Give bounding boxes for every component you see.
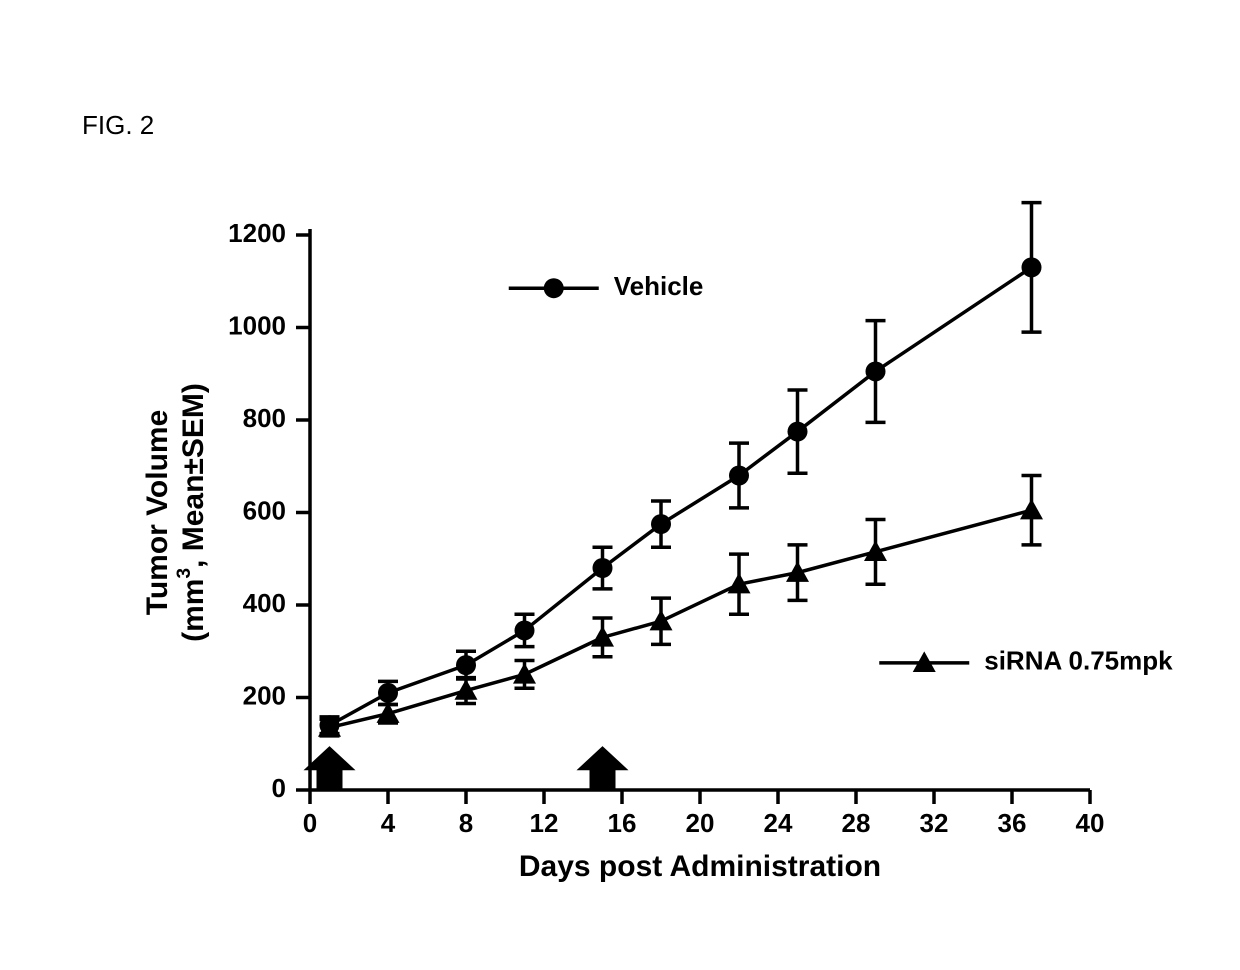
data-marker-circle	[788, 422, 808, 442]
legend-label: Vehicle	[614, 271, 704, 301]
y-tick-label: 800	[243, 403, 286, 433]
data-marker-circle	[866, 361, 886, 381]
data-marker-circle	[651, 514, 671, 534]
series-line	[330, 510, 1032, 727]
x-tick-label: 36	[998, 808, 1027, 838]
legend-label: siRNA 0.75mpk	[984, 646, 1173, 676]
data-marker-triangle	[1020, 499, 1043, 520]
x-tick-label: 12	[530, 808, 559, 838]
data-marker-triangle	[513, 663, 536, 684]
x-tick-label: 0	[303, 808, 317, 838]
data-marker-circle	[1022, 257, 1042, 277]
y-axis-title-group: Tumor Volume(mm3, Mean±SEM)	[141, 383, 210, 642]
data-marker-circle	[378, 683, 398, 703]
x-axis-title: Days post Administration	[519, 850, 881, 883]
data-marker-circle	[593, 558, 613, 578]
data-marker-circle	[515, 620, 535, 640]
x-tick-label: 4	[381, 808, 396, 838]
figure-stage: FIG. 2 0 200 400 600 800 1000 1200 0 4 8 12 16 20 24 2…	[0, 0, 1240, 970]
x-tick-label: 16	[608, 808, 637, 838]
data-marker-circle	[729, 466, 749, 486]
x-tick-label: 40	[1076, 808, 1105, 838]
y-tick-label: 600	[243, 495, 286, 525]
y-tick-label: 200	[243, 680, 286, 710]
y-tick-label: 1200	[228, 218, 286, 248]
y-tick-label: 1000	[228, 310, 286, 340]
y-tick-label: 0	[272, 773, 286, 803]
dose-arrow-icon	[577, 746, 629, 790]
y-tick-label: 400	[243, 588, 286, 618]
x-tick-label: 8	[459, 808, 473, 838]
legend-marker-circle	[544, 278, 564, 298]
y-axis-title-line1: Tumor Volume	[141, 410, 174, 616]
x-tick-label: 20	[686, 808, 715, 838]
data-marker-circle	[456, 655, 476, 675]
x-tick-label: 24	[764, 808, 793, 838]
figure-label: FIG. 2	[82, 110, 154, 141]
tumor-volume-chart: 0 200 400 600 800 1000 1200 0 4 8 12 16 20 24 28 32 36 40…	[0, 0, 1240, 970]
x-tick-label: 32	[920, 808, 949, 838]
data-marker-triangle	[650, 610, 673, 631]
y-axis-title-line2: (mm3, Mean±SEM)	[174, 383, 210, 642]
x-tick-label: 28	[842, 808, 871, 838]
